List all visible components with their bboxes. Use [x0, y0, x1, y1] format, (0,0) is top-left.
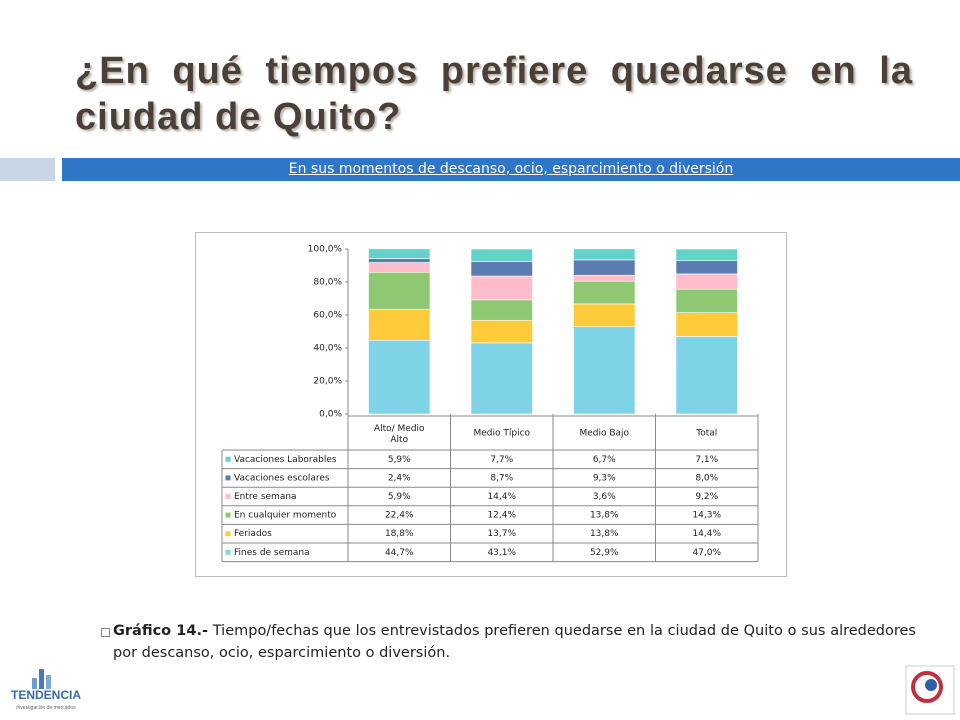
subtitle: En sus momentos de descanso, ocio, espar… — [288, 161, 734, 177]
bar-segment — [675, 288, 738, 313]
caption-text: Tiempo/fechas que los entrevistados pref… — [113, 623, 916, 661]
table-value: 7,1% — [695, 455, 718, 465]
decor-square — [0, 158, 55, 181]
table-value: 13,8% — [590, 529, 619, 539]
bar-segment — [470, 342, 533, 415]
bar-segment — [470, 248, 533, 263]
bar-segment — [675, 260, 738, 275]
legend-key — [224, 455, 232, 463]
bar-segment — [470, 261, 533, 277]
x-tick-label: Alto/ Medio Alto — [374, 424, 425, 445]
legend-key — [224, 511, 232, 519]
logo-bar — [32, 678, 37, 689]
table-value: 12,4% — [487, 511, 516, 521]
bar-segment — [470, 319, 533, 344]
table-value: 13,7% — [487, 529, 516, 539]
bullet — [101, 628, 110, 637]
table-value: 18,8% — [385, 529, 414, 539]
y-tick-label: 80,0% — [313, 278, 342, 288]
table-value: 5,9% — [388, 492, 411, 502]
legend-label: Vacaciones Laborables — [234, 455, 337, 465]
bar-segment — [470, 299, 533, 321]
subtitle-band — [62, 158, 960, 181]
legend-key — [224, 530, 232, 538]
table-value: 3,6% — [593, 492, 616, 502]
bar-segment — [573, 280, 636, 305]
y-tick-label: 0,0% — [319, 410, 342, 420]
bar-segment — [675, 312, 738, 337]
bar-segment — [368, 308, 431, 341]
chart: 0,0% 20,0% 40,0% 60,0% 80,0% 100,0% Alto/ Medi… — [195, 232, 787, 577]
bar-segment — [573, 326, 636, 415]
bar-segment — [368, 271, 431, 310]
bar-segment — [675, 273, 738, 290]
table-value: 8,0% — [695, 473, 718, 483]
bar-segment — [573, 303, 636, 328]
bar-segment — [675, 248, 738, 262]
table-value: 52,9% — [590, 548, 619, 558]
legend-label: Entre semana — [234, 492, 297, 502]
bar-segment — [573, 274, 636, 282]
bar-segment — [368, 248, 431, 259]
table-value: 9,3% — [593, 473, 616, 483]
logo-right — [905, 665, 955, 715]
table-value: 13,8% — [590, 511, 619, 521]
bar-segment — [368, 262, 431, 273]
x-tick-label: Medio Típico — [473, 429, 530, 439]
bar-segment — [368, 339, 431, 415]
table-value: 22,4% — [385, 511, 414, 521]
bar-segment — [573, 248, 636, 261]
legend-label: En cualquier momento — [234, 511, 337, 521]
table-value: 44,7% — [385, 548, 414, 558]
logo-dot — [925, 679, 937, 691]
legend-label: Vacaciones escolares — [234, 473, 330, 483]
table-value: 8,7% — [490, 473, 513, 483]
logo: TENDENCIA investigación de mercados — [11, 669, 81, 711]
logo-subtext: investigación de mercados — [16, 705, 76, 711]
logo-circle — [911, 671, 943, 703]
bar-segment — [675, 336, 738, 415]
table-value: 47,0% — [692, 548, 721, 558]
caption-label: Gráfico 14.- — [113, 623, 209, 639]
y-tick-label: 60,0% — [313, 311, 342, 321]
bar-segment — [573, 259, 636, 276]
legend-label: Fines de semana — [234, 548, 310, 558]
caption: Gráfico 14.- Tiempo/fechas que los entre… — [113, 620, 916, 664]
legend-label: Feriados — [234, 529, 272, 539]
table-value: 2,4% — [388, 473, 411, 483]
table-value: 9,2% — [695, 492, 718, 502]
x-tick-label: Total — [695, 429, 717, 439]
table-value: 7,7% — [490, 455, 513, 465]
table-value: 14,4% — [487, 492, 516, 502]
bar-segment — [470, 275, 533, 301]
y-tick-label: 20,0% — [313, 377, 342, 387]
x-tick-label: Medio Bajo — [579, 429, 629, 439]
legend-key — [224, 548, 232, 556]
logo-bar — [46, 675, 51, 689]
y-tick-label: 100,0% — [308, 245, 343, 255]
legend-key — [224, 493, 232, 500]
table-value: 43,1% — [487, 548, 516, 558]
table-value: 6,7% — [593, 455, 616, 465]
slide-title: ¿En qué tiempos prefiere quedarse en la … — [75, 50, 913, 138]
logo-text: TENDENCIA — [11, 688, 81, 702]
y-tick-label: 40,0% — [313, 344, 342, 354]
bar-segment — [368, 258, 431, 263]
table-value: 14,4% — [692, 529, 721, 539]
legend-key — [224, 474, 232, 482]
logo-bar — [39, 669, 44, 689]
table-value: 5,9% — [388, 455, 411, 465]
table-value: 14,3% — [692, 511, 721, 521]
